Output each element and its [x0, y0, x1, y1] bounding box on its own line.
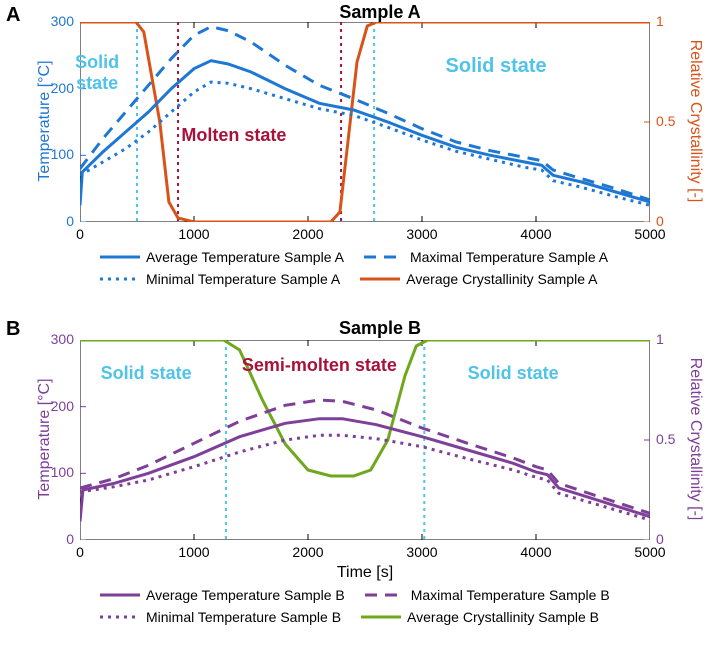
- state-label: Solid state: [416, 55, 576, 78]
- legend-row: Minimal Temperature Sample A Average Crys…: [100, 268, 628, 290]
- y2-tick-label: 0: [656, 531, 664, 547]
- state-label: Molten state: [154, 125, 314, 146]
- x-tick-label: 2000: [290, 544, 326, 560]
- y-tick-label: 200: [40, 398, 74, 414]
- state-label: Solid state: [433, 363, 593, 384]
- y2-tick-label: 1: [656, 13, 664, 29]
- legend-label: Average Temperature Sample A: [146, 249, 344, 265]
- panel-a-letter: A: [6, 4, 20, 27]
- legend-swatch: [361, 610, 401, 624]
- legend-swatch: [100, 250, 140, 264]
- legend-item: Average Crystallinity Sample B: [361, 609, 599, 625]
- state-label: Solid state: [66, 363, 226, 384]
- state-label: Semi-molten state: [239, 355, 399, 376]
- legend-label: Average Crystallinity Sample A: [406, 271, 597, 287]
- legend-item: Minimal Temperature Sample A: [100, 271, 340, 287]
- legend-row: Minimal Temperature Sample B Average Crys…: [100, 606, 630, 628]
- legend-label: Maximal Temperature Sample B: [411, 587, 610, 603]
- panel-b-title: Sample B: [280, 318, 480, 339]
- legend-swatch: [100, 610, 140, 624]
- x-tick-label: 4000: [518, 226, 554, 242]
- y2-tick-label: 0.5: [656, 431, 675, 447]
- x-tick-label: 1000: [176, 226, 212, 242]
- legend-swatch: [100, 272, 140, 286]
- y2-axis-label-a: Relative Crystallinity [-]: [686, 21, 704, 221]
- legend-item: Minimal Temperature Sample B: [100, 609, 341, 625]
- x-tick-label: 2000: [290, 226, 326, 242]
- legend-swatch: [365, 588, 405, 602]
- y-tick-label: 100: [40, 146, 74, 162]
- legend-item: Average Temperature Sample B: [100, 587, 345, 603]
- x-tick-label: 3000: [404, 226, 440, 242]
- x-axis-label-b: Time [s]: [315, 564, 415, 582]
- legend-label: Minimal Temperature Sample A: [146, 271, 340, 287]
- legend-label: Average Temperature Sample B: [146, 587, 345, 603]
- legend-label: Average Crystallinity Sample B: [407, 609, 599, 625]
- legend-item: Maximal Temperature Sample B: [365, 587, 610, 603]
- x-tick-label: 1000: [176, 544, 212, 560]
- y-tick-label: 0: [40, 531, 74, 547]
- legend-row: Average Temperature Sample A Maximal Temp…: [100, 246, 628, 268]
- y-tick-label: 100: [40, 464, 74, 480]
- legend-label: Maximal Temperature Sample A: [410, 249, 608, 265]
- legend-swatch: [360, 272, 400, 286]
- legend-a: Average Temperature Sample A Maximal Temp…: [100, 246, 628, 290]
- x-tick-label: 4000: [518, 544, 554, 560]
- y2-tick-label: 0.5: [656, 113, 675, 129]
- y-tick-label: 0: [40, 213, 74, 229]
- panel-a-title: Sample A: [280, 2, 480, 23]
- legend-swatch: [100, 588, 140, 602]
- legend-item: Average Crystallinity Sample A: [360, 271, 597, 287]
- figure: A Sample A Temperature [°C] Relative Cry…: [0, 0, 726, 647]
- y2-tick-label: 1: [656, 331, 664, 347]
- y2-axis-label-b: Relative Crystallinity [-]: [686, 339, 704, 539]
- y-tick-label: 300: [40, 13, 74, 29]
- state-label: Solidstate: [17, 52, 177, 94]
- x-tick-label: 3000: [404, 544, 440, 560]
- legend-swatch: [364, 250, 404, 264]
- y-axis-label-b: Temperature [°C]: [36, 359, 54, 519]
- legend-item: Maximal Temperature Sample A: [364, 249, 608, 265]
- panel-b-letter: B: [6, 318, 20, 341]
- y2-tick-label: 0: [656, 213, 664, 229]
- legend-b: Average Temperature Sample B Maximal Temp…: [100, 584, 630, 628]
- legend-label: Minimal Temperature Sample B: [146, 609, 341, 625]
- legend-row: Average Temperature Sample B Maximal Temp…: [100, 584, 630, 606]
- y-tick-label: 300: [40, 331, 74, 347]
- legend-item: Average Temperature Sample A: [100, 249, 344, 265]
